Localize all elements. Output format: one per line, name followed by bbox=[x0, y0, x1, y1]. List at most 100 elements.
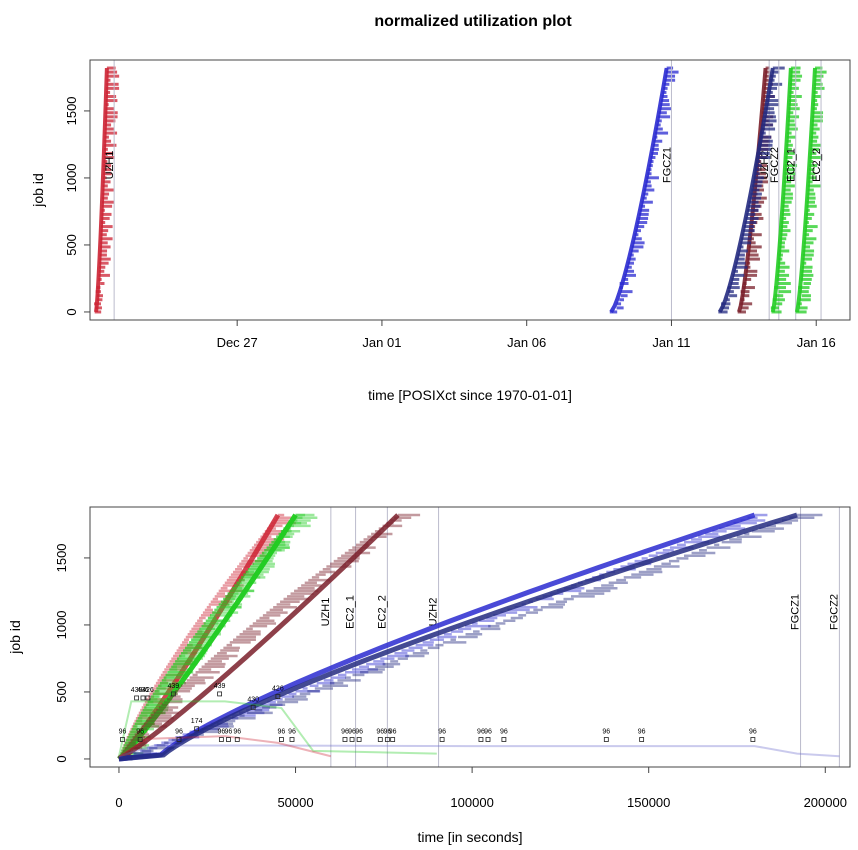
y-tick-label: 1500 bbox=[64, 96, 79, 125]
annotation-label: 96 bbox=[217, 728, 225, 735]
annotation-label: 96 bbox=[278, 728, 286, 735]
series-ec2-1: EC2_1 bbox=[770, 60, 803, 320]
annotation-marker bbox=[145, 695, 151, 701]
x-tick-label: 100000 bbox=[450, 795, 493, 810]
job-curve bbox=[770, 67, 793, 313]
annotation-marker bbox=[275, 694, 281, 700]
annotation-marker bbox=[639, 737, 645, 742]
y-tick-label: 500 bbox=[54, 681, 69, 703]
annotation-label: 96 bbox=[438, 728, 446, 735]
panel-bottom-frame bbox=[89, 506, 851, 768]
utilization-trace bbox=[118, 735, 332, 758]
annotation-label: 96 bbox=[484, 728, 492, 735]
x-tick-label: Dec 27 bbox=[217, 335, 258, 350]
panel-bottom-ylabel: job id bbox=[7, 620, 23, 654]
annotation-label: 439 bbox=[168, 683, 180, 690]
annotation-marker bbox=[279, 737, 284, 742]
series-uzh1: UZH1 bbox=[117, 507, 332, 767]
annotation-label: 96 bbox=[355, 728, 363, 735]
x-tick-label: 200000 bbox=[804, 795, 847, 810]
finish-label-fgcz1: FGCZ1 bbox=[661, 147, 673, 183]
annotation-marker bbox=[603, 737, 609, 742]
annotation-label: 96 bbox=[136, 728, 144, 735]
annotation-label: 96 bbox=[477, 728, 485, 735]
annotation-marker bbox=[234, 737, 240, 742]
series-fgcz2: FGCZ2 bbox=[717, 60, 785, 320]
utilization-trace bbox=[118, 744, 840, 758]
annotation-marker bbox=[170, 691, 176, 697]
panel-top-xlabel: time [POSIXct since 1970-01-01] bbox=[368, 387, 572, 403]
figure-title: normalized utilization plot bbox=[374, 13, 572, 30]
finish-label-ec2-1: EC2_1 bbox=[345, 595, 357, 629]
annotation-label: 96 bbox=[348, 728, 356, 735]
job-curve bbox=[94, 67, 109, 313]
annotation-label: 436 bbox=[137, 687, 149, 694]
annotation-marker bbox=[134, 695, 140, 701]
annotation-label: 96 bbox=[119, 728, 127, 735]
finish-label-fgcz1: FGCZ1 bbox=[790, 594, 802, 630]
panel-bottom-xlabel: time [in seconds] bbox=[417, 829, 522, 845]
y-tick-label: 1500 bbox=[54, 543, 69, 572]
series-ec2-2: EC2_2 bbox=[117, 507, 388, 767]
annotation-marker bbox=[349, 737, 355, 742]
annotation-marker bbox=[250, 704, 256, 710]
annotation-marker bbox=[384, 737, 390, 742]
y-tick-label: 0 bbox=[54, 755, 69, 762]
annotation-label: 426 bbox=[272, 686, 284, 693]
annotation-marker bbox=[176, 737, 182, 742]
annotation-label: 174 bbox=[191, 718, 203, 725]
annotation-label: 96 bbox=[383, 728, 391, 735]
annotation-label: 439 bbox=[214, 683, 226, 690]
annotation-marker bbox=[137, 737, 143, 742]
annotation-marker bbox=[217, 691, 223, 697]
annotation-label: 96 bbox=[749, 728, 757, 735]
annotation-label: 96 bbox=[376, 728, 384, 735]
finish-label-ec2-2: EC2_2 bbox=[376, 595, 388, 629]
annotation-label: 439 bbox=[131, 687, 143, 694]
annotation-marker bbox=[194, 726, 200, 732]
annotation-label: 96 bbox=[175, 728, 183, 735]
annotation-label: 430 bbox=[247, 696, 259, 703]
job-curve bbox=[609, 67, 669, 313]
annotation-marker bbox=[485, 737, 491, 742]
annotation-label: 96 bbox=[638, 728, 646, 735]
annotation-marker bbox=[120, 737, 125, 742]
annotation-label: 96 bbox=[500, 728, 508, 735]
annotation-label: 96 bbox=[233, 728, 241, 735]
finish-label-uzh2: UZH2 bbox=[428, 598, 440, 627]
annotation-marker bbox=[218, 737, 224, 742]
finish-label-fgcz2: FGCZ2 bbox=[828, 594, 840, 630]
annotation-marker bbox=[478, 737, 484, 742]
job-curve bbox=[117, 513, 400, 762]
annotation-label: 96 bbox=[389, 728, 397, 735]
y-tick-label: 1000 bbox=[64, 163, 79, 192]
annotation-marker bbox=[356, 737, 362, 742]
job-curve bbox=[118, 512, 798, 762]
job-curve bbox=[117, 513, 298, 761]
y-tick-label: 0 bbox=[64, 308, 79, 315]
annotation-marker bbox=[501, 737, 507, 742]
finish-label-uzh1: UZH1 bbox=[320, 598, 332, 627]
annotation-marker bbox=[140, 695, 146, 701]
annotation-marker bbox=[439, 737, 445, 742]
series-fgcz1: FGCZ1 bbox=[609, 60, 679, 320]
annotation-label: 426 bbox=[142, 687, 154, 694]
y-tick-label: 1000 bbox=[54, 610, 69, 639]
x-tick-label: 0 bbox=[115, 795, 122, 810]
x-tick-label: Jan 11 bbox=[652, 335, 690, 350]
annotation-label: 96 bbox=[341, 728, 349, 735]
finish-label-fgcz2: FGCZ2 bbox=[769, 147, 781, 183]
x-tick-label: 50000 bbox=[277, 795, 313, 810]
annotation-label: 96 bbox=[602, 728, 610, 735]
job-curve bbox=[117, 513, 281, 761]
job-curve bbox=[717, 67, 775, 313]
finish-label-uzh1: UZH1 bbox=[104, 151, 116, 180]
job-curve bbox=[118, 512, 756, 762]
panel-top-ylabel: job id bbox=[30, 173, 46, 207]
annotation-marker bbox=[377, 737, 383, 742]
annotation-label: 96 bbox=[288, 728, 296, 735]
finish-label-ec2-1: EC2_1 bbox=[786, 148, 798, 182]
annotation-marker bbox=[289, 737, 295, 742]
x-tick-label: Jan 01 bbox=[362, 335, 401, 350]
